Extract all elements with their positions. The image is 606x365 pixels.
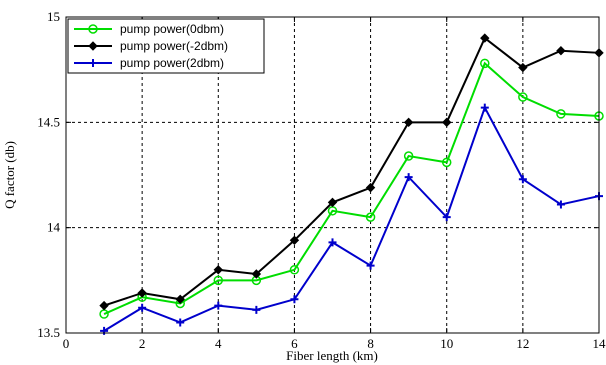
legend: pump power(0dbm) pump power(-2dbm) pump po… [67, 18, 265, 74]
y-tick-label: 14.5 [37, 114, 60, 129]
legend-label: pump power(0dbm) [120, 22, 224, 36]
data-point [442, 213, 451, 222]
data-point [327, 197, 338, 208]
y-axis-ticks: 13.5 14 14.5 15 [37, 9, 599, 340]
data-point [252, 305, 261, 314]
data-point [556, 45, 566, 56]
legend-label: pump power(2dbm) [120, 56, 224, 70]
data-point [289, 235, 300, 246]
data-point [556, 200, 565, 209]
legend-item: pump power(0dbm) [74, 22, 224, 36]
data-point [365, 182, 376, 193]
x-tick-label: 4 [215, 336, 222, 351]
series-2 [100, 103, 603, 335]
legend-swatch-marker [88, 41, 98, 51]
y-axis-label: Q factor (db) [2, 141, 17, 209]
data-point [403, 151, 414, 161]
legend-item: pump power(2dbm) [74, 56, 224, 70]
data-point [366, 261, 375, 270]
data-point [480, 58, 490, 69]
data-point [442, 117, 452, 128]
data-point [518, 92, 528, 102]
data-point [137, 288, 147, 298]
series-1 [99, 33, 604, 311]
data-point [441, 157, 452, 168]
series-line [103, 61, 600, 315]
legend-swatch-marker [89, 59, 97, 67]
legend-item: pump power(-2dbm) [74, 39, 228, 53]
legend-swatch-marker [88, 24, 98, 34]
data-point [518, 175, 527, 184]
data-point [365, 212, 376, 222]
x-tick-label: 0 [63, 336, 70, 351]
data-point [138, 303, 147, 312]
data-point [175, 294, 185, 305]
x-tick-label: 12 [516, 336, 529, 351]
data-point [214, 301, 223, 310]
legend-label: pump power(-2dbm) [120, 39, 228, 53]
data-point [213, 275, 224, 286]
data-point [176, 318, 185, 327]
series-layer [99, 33, 604, 335]
grid-lines [66, 17, 599, 333]
x-axis-ticks: 0 2 4 6 8 10 12 14 [63, 17, 606, 351]
data-point [289, 265, 300, 275]
x-tick-label: 8 [367, 336, 374, 351]
x-tick-label: 10 [440, 336, 453, 351]
data-point [404, 173, 413, 182]
data-point [518, 62, 528, 73]
data-point [213, 265, 223, 275]
series-line [103, 105, 600, 332]
y-tick-label: 15 [47, 9, 60, 24]
x-tick-label: 2 [139, 336, 146, 351]
data-point [403, 117, 414, 128]
x-axis-label: Fiber length (km) [286, 348, 378, 363]
x-tick-label: 14 [593, 336, 606, 351]
data-point [290, 295, 299, 304]
data-point [556, 109, 566, 119]
data-point [251, 269, 262, 279]
plot-frame [65, 16, 600, 334]
x-tick-label: 6 [291, 336, 298, 351]
data-point [100, 326, 109, 335]
data-point [328, 238, 337, 247]
data-point [480, 33, 490, 43]
data-point [99, 300, 109, 311]
series-line [103, 36, 600, 307]
y-tick-label: 13.5 [37, 325, 60, 340]
y-tick-label: 14 [47, 220, 61, 235]
data-point [480, 103, 489, 112]
